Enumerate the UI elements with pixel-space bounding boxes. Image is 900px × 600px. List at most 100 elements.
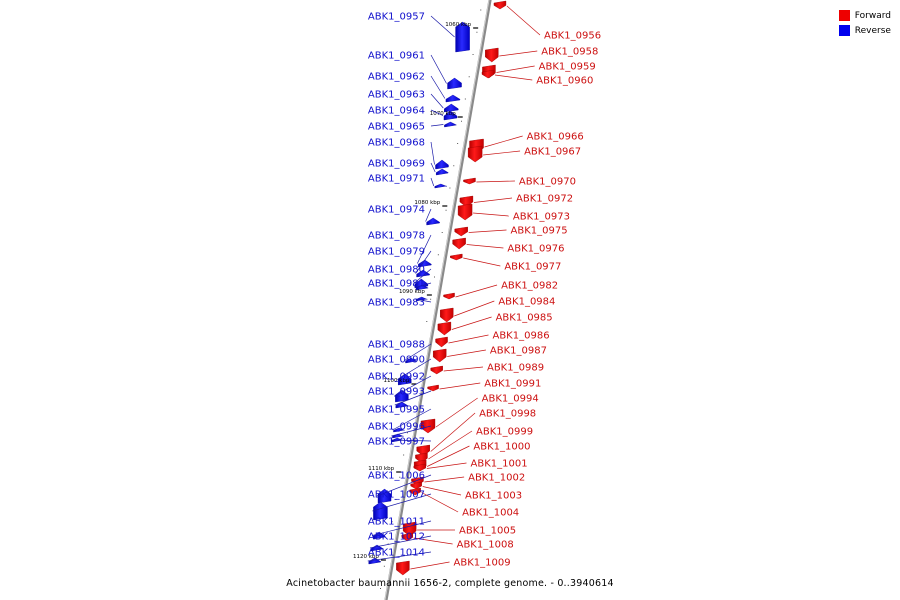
reverse-gene-label: ABK1_0968 (368, 138, 425, 149)
reverse-gene-label: ABK1_1014 (368, 548, 425, 559)
forward-gene-glyph (420, 418, 436, 434)
scale-tick-label: 1120 kbp (353, 554, 379, 560)
forward-gene-label: ABK1_1003 (465, 491, 522, 502)
reverse-gene-leader (394, 390, 432, 406)
reverse-gene-label: ABK1_0981 (368, 279, 425, 290)
forward-gene-leader (473, 212, 509, 217)
forward-gene-leader (448, 334, 489, 344)
forward-gene-leader (410, 561, 450, 570)
forward-gene-leader (413, 537, 453, 545)
reverse-gene-label: ABK1_1011 (368, 517, 425, 528)
forward-gene-label: ABK1_0977 (504, 262, 561, 273)
legend: Forward Reverse (838, 8, 891, 38)
forward-gene-label: ABK1_1005 (459, 526, 516, 537)
forward-gene-label: ABK1_0975 (511, 226, 568, 237)
scale-tick-label: 1110 kbp (368, 466, 394, 472)
reverse-gene-label: ABK1_1006 (368, 471, 425, 482)
forward-gene-glyph (401, 532, 413, 542)
reverse-gene-leader (430, 75, 446, 99)
forward-gene-glyph (463, 177, 476, 185)
forward-gene-glyph (467, 145, 483, 163)
reverse-gene-label: ABK1_0962 (368, 72, 425, 83)
scale-tick-label: 1090 kbp (399, 289, 425, 295)
reverse-swatch (838, 25, 850, 36)
reverse-gene-leader (413, 268, 432, 284)
scale-tick-label: 1060 kbp (445, 22, 471, 28)
genome-axis-highlight (384, 0, 490, 600)
reverse-gene-leader (392, 408, 432, 431)
scale-tick-label: 1080 kbp (414, 200, 440, 206)
reverse-gene-glyph (443, 110, 458, 121)
forward-gene-leader (428, 430, 473, 460)
forward-gene-label: ABK1_0973 (513, 212, 570, 223)
reverse-gene-label: ABK1_0979 (368, 247, 425, 258)
reverse-gene-leader (367, 551, 432, 562)
reverse-gene-leader (394, 375, 432, 397)
legend-forward: Forward (838, 8, 891, 23)
forward-gene-label: ABK1_1001 (471, 459, 528, 470)
forward-gene-leader (483, 150, 521, 156)
reverse-gene-glyph (444, 121, 458, 128)
reverse-gene-glyph (444, 103, 459, 113)
reverse-gene-glyph (445, 94, 461, 103)
reverse-gene-glyph (414, 278, 429, 289)
reverse-gene-leader (425, 208, 432, 222)
forward-gene-label: ABK1_0967 (524, 147, 581, 158)
forward-gene-leader (476, 180, 515, 183)
forward-gene-glyph (433, 348, 447, 363)
forward-label: Forward (854, 10, 891, 21)
forward-gene-label: ABK1_1004 (462, 508, 519, 519)
forward-gene-glyph (450, 253, 463, 261)
reverse-gene-leader (430, 162, 436, 173)
reverse-gene-glyph (455, 21, 470, 53)
forward-gene-label: ABK1_1002 (468, 473, 525, 484)
reverse-gene-glyph (447, 77, 462, 90)
forward-gene-leader (424, 476, 465, 483)
forward-gene-label: ABK1_0991 (484, 379, 541, 390)
reverse-gene-label: ABK1_0995 (368, 405, 425, 416)
forward-gene-leader (473, 197, 513, 203)
reverse-gene-leader (390, 439, 432, 442)
reverse-gene-label: ABK1_0957 (368, 12, 425, 23)
forward-gene-label: ABK1_0982 (501, 281, 558, 292)
forward-gene-leader (463, 257, 501, 267)
reverse-gene-label: ABK1_0969 (368, 159, 425, 170)
forward-gene-glyph (481, 69, 495, 79)
reverse-gene-leader (372, 493, 432, 512)
forward-gene-glyph (454, 226, 468, 237)
forward-gene-label: ABK1_0959 (539, 62, 596, 73)
forward-gene-label: ABK1_0998 (479, 409, 536, 420)
forward-gene-label: ABK1_0986 (492, 331, 549, 342)
forward-gene-label: ABK1_1009 (454, 558, 511, 569)
reverse-gene-label: ABK1_0993 (368, 387, 425, 398)
reverse-gene-label: ABK1_0996 (368, 422, 425, 433)
forward-gene-label: ABK1_0970 (519, 177, 576, 188)
forward-gene-glyph (409, 487, 421, 496)
forward-gene-label: ABK1_0972 (516, 194, 573, 205)
reverse-gene-leader (415, 298, 432, 303)
forward-gene-leader (435, 397, 478, 428)
forward-gene-leader (506, 5, 541, 36)
reverse-gene-label: ABK1_0988 (368, 340, 425, 351)
forward-gene-glyph (435, 336, 448, 348)
forward-gene-label: ABK1_0976 (507, 244, 564, 255)
forward-gene-leader (494, 74, 533, 81)
reverse-gene-glyph (392, 433, 404, 439)
reverse-gene-leader (417, 234, 432, 264)
forward-gene-label: ABK1_0956 (544, 31, 601, 42)
reverse-gene-leader (430, 177, 435, 187)
reverse-gene-glyph (435, 168, 449, 176)
reverse-gene-label: ABK1_0990 (368, 355, 425, 366)
reverse-gene-leader (415, 282, 432, 288)
reverse-gene-leader (404, 343, 432, 361)
reverse-gene-label: ABK1_0980 (368, 265, 425, 276)
forward-gene-label: ABK1_0999 (476, 427, 533, 438)
reverse-gene-leader (430, 141, 435, 165)
reverse-gene-glyph (415, 284, 429, 291)
forward-gene-glyph (457, 203, 473, 221)
forward-gene-label: ABK1_0987 (490, 346, 547, 357)
forward-gene-leader (426, 445, 470, 467)
legend-reverse: Reverse (838, 23, 891, 38)
reverse-gene-leader (391, 425, 432, 437)
